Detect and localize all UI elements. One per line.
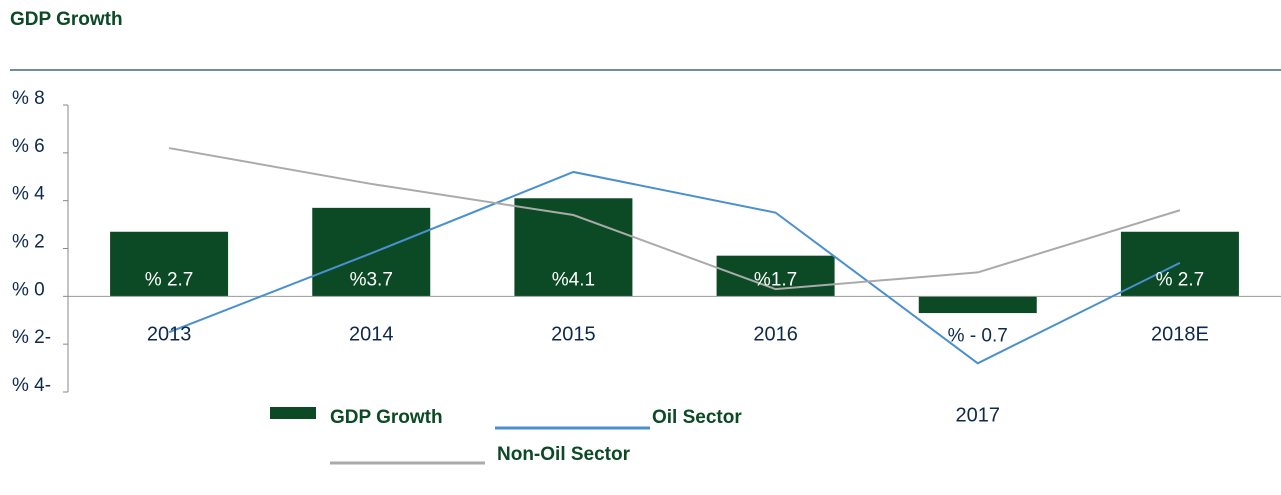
y-tick-label: % 4 <box>12 184 45 205</box>
y-tick-label: % 4- <box>12 375 51 396</box>
y-tick-label: % 6 <box>12 136 45 157</box>
bar <box>918 296 1037 314</box>
value-label: % 2.7 <box>145 269 194 290</box>
x-tick-label: 2013 <box>147 323 192 345</box>
x-tick-label: 2014 <box>349 323 394 345</box>
legend-label: Non-Oil Sector <box>497 444 631 465</box>
y-tick-label: % 0 <box>12 279 45 300</box>
legend-swatch <box>270 407 316 419</box>
value-label: % 2.7 <box>1156 269 1205 290</box>
legend-label: Oil Sector <box>652 407 742 428</box>
x-tick-label: 2015 <box>551 323 596 345</box>
y-tick-label: % 8 <box>12 88 45 109</box>
legend-label: GDP Growth <box>330 407 443 428</box>
value-label: %3.7 <box>350 269 393 290</box>
line-series <box>168 170 1181 365</box>
x-tick-label: 2017 <box>956 404 1001 426</box>
value-label: %4.1 <box>552 269 595 290</box>
x-tick-label: 2016 <box>753 323 798 345</box>
bar <box>312 207 431 297</box>
x-tick-label: 2018E <box>1151 323 1209 345</box>
chart-title: GDP Growth <box>10 9 123 30</box>
y-tick-label: % 2 <box>12 232 45 253</box>
y-tick-label: % 2- <box>12 327 51 348</box>
value-label: %1.7 <box>754 269 797 290</box>
bar <box>1120 231 1239 297</box>
line-series <box>168 147 1181 291</box>
bar <box>110 231 229 297</box>
value-label: % - 0.7 <box>948 325 1008 346</box>
